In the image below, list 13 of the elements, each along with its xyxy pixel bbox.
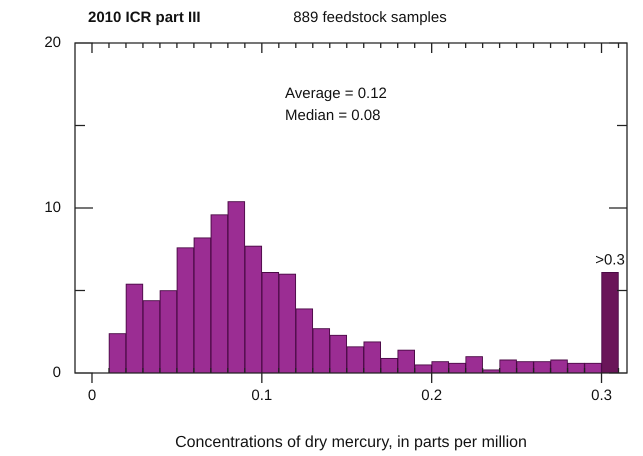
x-axis-title: Concentrations of dry mercury, in parts per million [175, 434, 527, 451]
chart-title: 2010 ICR part III [88, 9, 201, 26]
chart-subtitle: 889 feedstock samples [293, 9, 447, 26]
annotation: >0.3 [595, 251, 625, 268]
x-tick-label: 0.1 [251, 387, 272, 404]
annotation: Average = 0.12 [285, 85, 387, 102]
y-tick-label: 0 [52, 364, 61, 382]
y-tick-label: 20 [44, 34, 61, 52]
x-tick-label: 0 [88, 387, 96, 404]
y-tick-label: 10 [44, 199, 61, 216]
annotation: Median = 0.08 [285, 107, 380, 124]
x-tick-label: 0.2 [421, 387, 442, 404]
x-tick-label: 0.3 [591, 387, 612, 404]
